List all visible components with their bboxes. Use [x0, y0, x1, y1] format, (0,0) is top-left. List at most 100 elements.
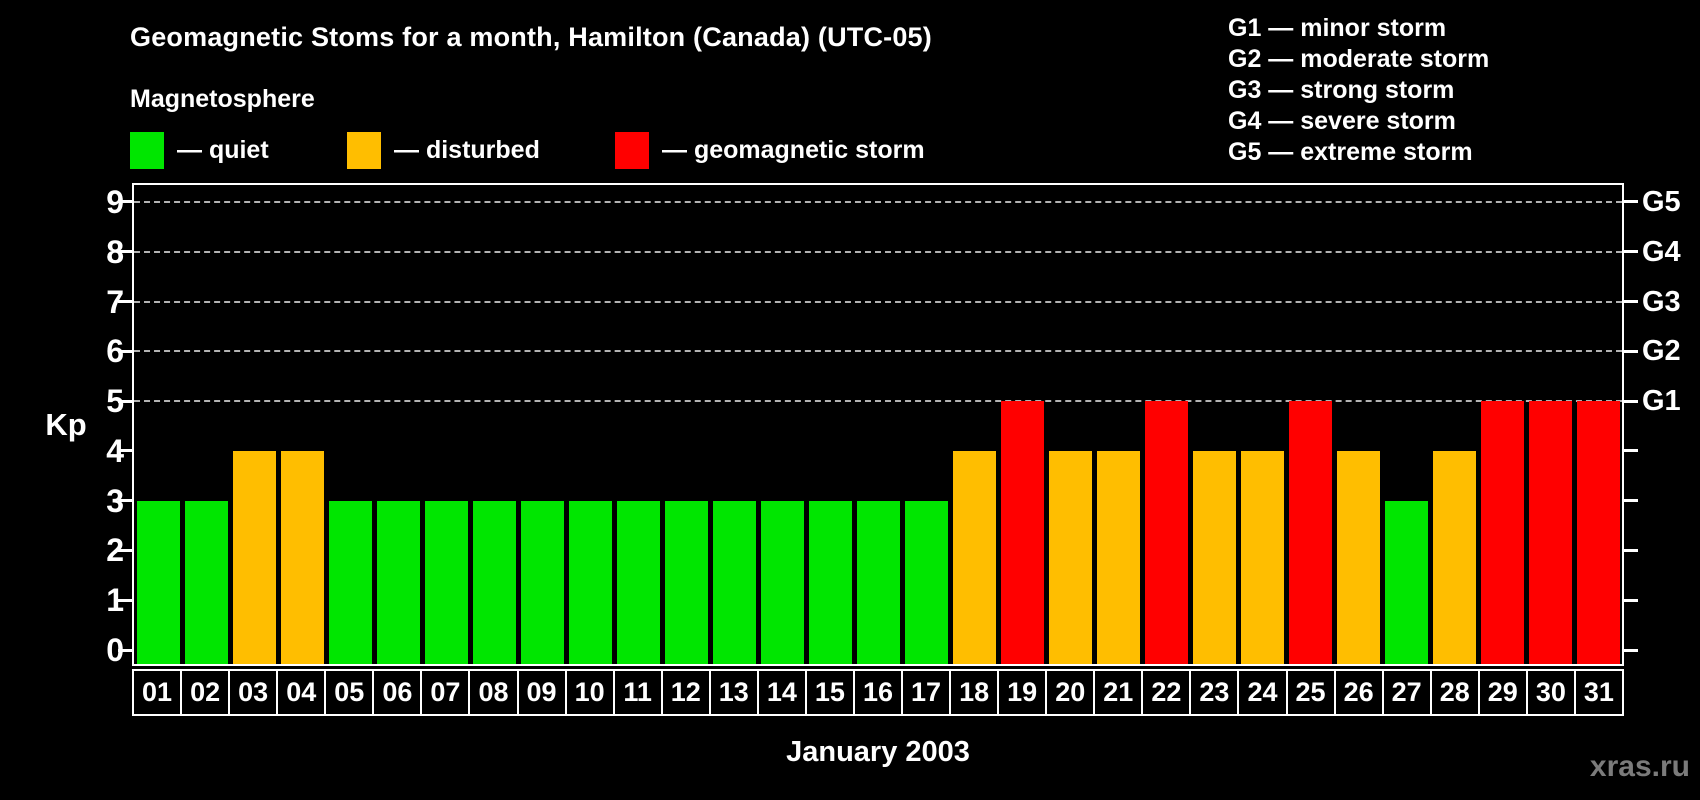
day-label-02: 02	[180, 669, 231, 716]
gridline-kp-5	[134, 400, 1622, 403]
left-tick-0	[118, 648, 132, 652]
bar-day-31-kp-5	[1576, 401, 1620, 664]
bar-day-04-kp-4	[280, 450, 324, 664]
legend-item-quiet: — quiet	[130, 131, 269, 169]
day-label-31: 31	[1573, 669, 1624, 716]
bar-day-14-kp-3	[760, 500, 804, 664]
y-axis-label-8: 8	[106, 233, 124, 270]
bar-day-24-kp-4	[1240, 450, 1284, 664]
gridline-kp-9	[134, 200, 1622, 203]
legend-label-storm: — geomagnetic storm	[662, 135, 925, 164]
left-tick-5	[118, 399, 132, 403]
x-axis-title: January 2003	[786, 736, 970, 768]
right-tick-6	[1624, 349, 1638, 353]
gridline-kp-7	[134, 300, 1622, 303]
bar-day-30-kp-5	[1528, 401, 1572, 664]
right-tick-7	[1624, 300, 1638, 304]
day-label-16: 16	[852, 669, 903, 716]
day-label-24: 24	[1237, 669, 1288, 716]
bar-day-23-kp-4	[1192, 450, 1236, 664]
watermark: xras.ru	[1589, 750, 1690, 783]
day-label-12: 12	[660, 669, 711, 716]
y-axis-label-7: 7	[106, 283, 124, 320]
day-label-14: 14	[756, 669, 807, 716]
y-axis-label-6: 6	[106, 333, 124, 370]
right-axis-label-g1: G1	[1642, 385, 1681, 418]
right-axis-label-g4: G4	[1642, 235, 1681, 268]
right-tick-3	[1624, 499, 1638, 503]
bar-day-06-kp-3	[376, 500, 420, 664]
bar-day-28-kp-4	[1432, 450, 1476, 664]
day-label-20: 20	[1045, 669, 1096, 716]
right-tick-9	[1624, 200, 1638, 204]
gridline-kp-8	[134, 250, 1622, 253]
day-label-09: 09	[516, 669, 567, 716]
right-tick-4	[1624, 449, 1638, 453]
bar-day-10-kp-3	[568, 500, 612, 664]
day-label-01: 01	[132, 669, 183, 716]
left-tick-6	[118, 349, 132, 353]
bar-day-27-kp-3	[1384, 500, 1428, 664]
day-label-28: 28	[1429, 669, 1480, 716]
legend-label-quiet: — quiet	[177, 135, 269, 164]
day-label-03: 03	[228, 669, 279, 716]
legend-title: Magnetosphere	[130, 85, 315, 113]
quiet-color-swatch	[130, 131, 164, 169]
left-tick-7	[118, 300, 132, 304]
day-label-21: 21	[1093, 669, 1144, 716]
day-label-27: 27	[1381, 669, 1432, 716]
right-axis-label-g3: G3	[1642, 285, 1681, 318]
left-tick-3	[118, 499, 132, 503]
bar-day-13-kp-3	[712, 500, 756, 664]
bar-day-16-kp-3	[856, 500, 900, 664]
storm-scale-legend: G1 — minor storm G2 — moderate storm G3 …	[1228, 13, 1489, 168]
y-axis-label-2: 2	[106, 532, 124, 569]
storm-scale-item-g4: G4 — severe storm	[1228, 107, 1456, 135]
y-axis-label-1: 1	[106, 582, 124, 619]
disturbed-color-swatch	[347, 131, 381, 169]
right-tick-5	[1624, 399, 1638, 403]
day-label-04: 04	[276, 669, 327, 716]
day-label-25: 25	[1285, 669, 1336, 716]
day-label-07: 07	[420, 669, 471, 716]
left-tick-1	[118, 598, 132, 602]
bar-day-18-kp-4	[952, 450, 996, 664]
plot-frame	[132, 183, 1624, 666]
right-tick-8	[1624, 250, 1638, 254]
day-label-15: 15	[804, 669, 855, 716]
bar-day-09-kp-3	[520, 500, 564, 664]
day-label-08: 08	[468, 669, 519, 716]
right-tick-2	[1624, 548, 1638, 552]
right-axis-label-g2: G2	[1642, 335, 1681, 368]
day-label-06: 06	[372, 669, 423, 716]
day-label-17: 17	[901, 669, 952, 716]
left-tick-2	[118, 548, 132, 552]
legend-label-disturbed: — disturbed	[394, 135, 540, 164]
legend-item-storm: — geomagnetic storm	[615, 131, 925, 169]
storm-color-swatch	[615, 131, 649, 169]
bar-day-11-kp-3	[616, 500, 660, 664]
y-axis-title: Kp	[45, 407, 87, 442]
x-axis-day-row: 01 02 03 04 05 06 07 08 09 10 11 12 13 14 15 16 17 18 19 20…	[132, 669, 1624, 716]
bar-day-01-kp-3	[136, 500, 180, 664]
bar-day-15-kp-3	[808, 500, 852, 664]
day-label-05: 05	[324, 669, 375, 716]
left-tick-9	[118, 200, 132, 204]
bar-day-03-kp-4	[232, 450, 276, 664]
day-label-26: 26	[1333, 669, 1384, 716]
bar-day-29-kp-5	[1480, 401, 1524, 664]
bar-day-20-kp-4	[1048, 450, 1092, 664]
right-axis-label-g5: G5	[1642, 185, 1681, 218]
day-label-30: 30	[1525, 669, 1576, 716]
storm-scale-item-g5: G5 — extreme storm	[1228, 138, 1473, 166]
bar-day-22-kp-5	[1144, 401, 1188, 664]
storm-scale-item-g3: G3 — strong storm	[1228, 76, 1455, 104]
gridline-kp-6	[134, 350, 1622, 353]
right-tick-0	[1624, 648, 1638, 652]
chart-title: Geomagnetic Stoms for a month, Hamilton …	[130, 22, 932, 52]
y-axis-label-0: 0	[106, 632, 124, 668]
bar-day-25-kp-5	[1288, 401, 1332, 664]
right-tick-1	[1624, 598, 1638, 602]
bar-day-05-kp-3	[328, 500, 372, 664]
